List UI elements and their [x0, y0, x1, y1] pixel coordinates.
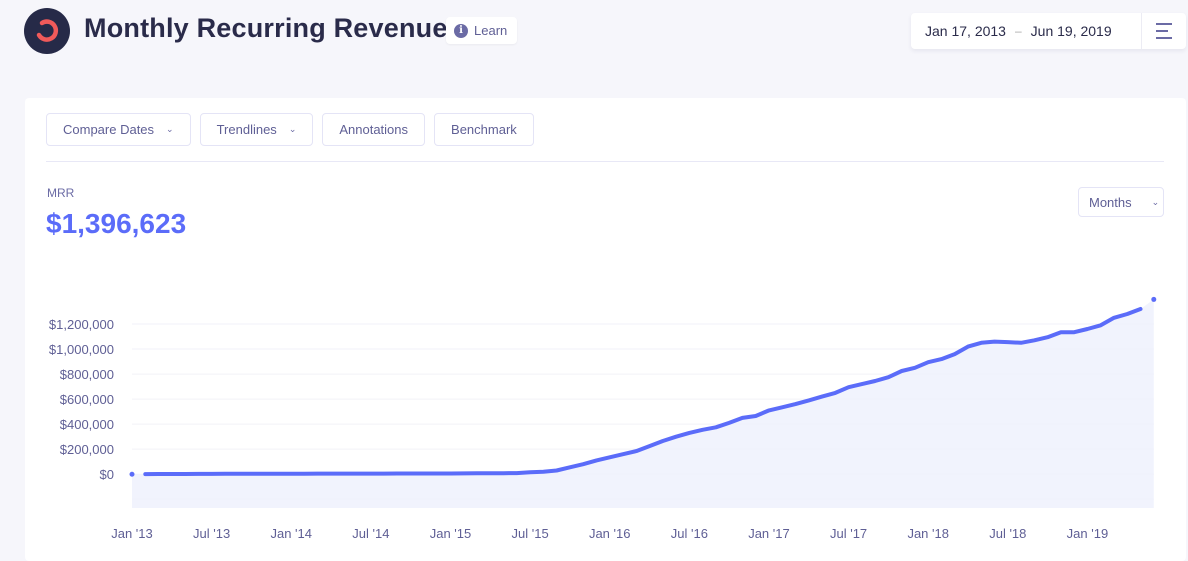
date-end[interactable]: Jun 19, 2019: [1030, 23, 1112, 39]
chevron-down-icon: ⌄: [166, 124, 174, 134]
interval-select-value: Months: [1089, 194, 1132, 210]
x-tick-label: Jan '19: [1067, 526, 1109, 541]
metric-value: $1,396,623: [46, 208, 187, 239]
trendlines-dropdown[interactable]: Trendlines ⌄: [199, 113, 314, 146]
y-tick-label: $600,000: [60, 392, 114, 407]
x-tick-label: Jan '15: [430, 526, 472, 541]
menu-icon: [1156, 23, 1172, 25]
y-tick-label: $800,000: [60, 367, 114, 382]
metric-label: MRR: [47, 186, 75, 200]
x-tick-label: Jul '13: [193, 526, 230, 541]
x-tick-label: Jul '14: [352, 526, 389, 541]
y-tick-label: $0: [100, 467, 114, 482]
menu-button[interactable]: [1141, 13, 1186, 49]
data-point-last: [1151, 296, 1157, 302]
trendlines-label: Trendlines: [216, 122, 277, 137]
date-separator: –: [1014, 24, 1022, 38]
x-tick-label: Jan '18: [907, 526, 949, 541]
compare-dates-label: Compare Dates: [63, 122, 155, 137]
date-range-picker[interactable]: Jan 17, 2013 – Jun 19, 2019: [911, 13, 1186, 49]
chart-toolbar: Compare Dates ⌄ Trendlines ⌄ Annotations B…: [46, 113, 534, 146]
x-tick-label: Jan '17: [748, 526, 790, 541]
date-start[interactable]: Jan 17, 2013: [925, 23, 1006, 39]
x-tick-label: Jul '16: [671, 526, 708, 541]
interval-select[interactable]: Months ⌄: [1078, 187, 1164, 217]
benchmark-button[interactable]: Benchmark: [434, 113, 534, 146]
chevron-down-icon: ⌄: [288, 124, 297, 134]
divider: [46, 161, 1164, 162]
x-tick-label: Jul '15: [512, 526, 549, 541]
x-tick-label: Jan '14: [270, 526, 312, 541]
y-tick-label: $400,000: [60, 417, 114, 432]
app-logo[interactable]: [24, 8, 70, 54]
x-tick-label: Jan '16: [589, 526, 631, 541]
x-tick-label: Jan '13: [111, 526, 153, 541]
learn-label: Learn: [474, 23, 508, 38]
annotations-button[interactable]: Annotations: [322, 113, 426, 146]
chevron-down-icon: ⌄: [1151, 196, 1160, 207]
y-tick-label: $1,200,000: [49, 317, 114, 332]
compare-dates-dropdown[interactable]: Compare Dates ⌄: [46, 113, 191, 146]
series-line: [143, 307, 1143, 477]
y-tick-label: $200,000: [60, 442, 114, 457]
y-tick-label: $1,000,000: [49, 342, 114, 357]
learn-button[interactable]: i Learn: [446, 17, 518, 44]
data-point-first: [129, 471, 135, 477]
info-icon: i: [454, 23, 468, 38]
logo-ring-icon: [36, 19, 59, 42]
menu-icon-line: [1156, 30, 1168, 32]
menu-icon-line: [1156, 37, 1172, 39]
page-title: Monthly Recurring Revenue: [84, 13, 448, 43]
x-tick-label: Jul '18: [989, 526, 1026, 541]
area-fill: [132, 299, 1154, 508]
x-tick-label: Jul '17: [830, 526, 867, 541]
